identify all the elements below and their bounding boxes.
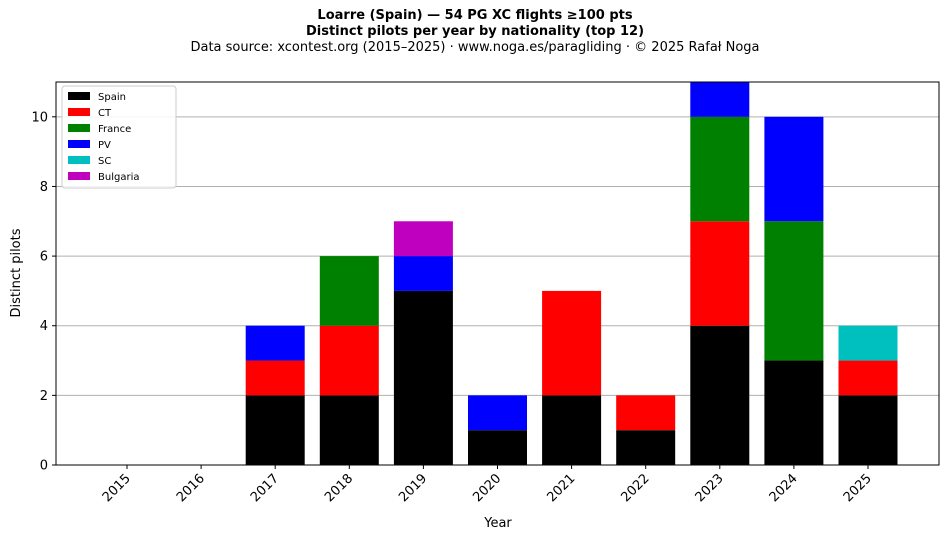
bar-segment-france-2024: [764, 221, 824, 361]
bar-segment-bulgaria-2019: [393, 221, 453, 257]
legend-label-sc: SC: [98, 156, 111, 167]
x-tick-label: 2018: [322, 471, 356, 505]
y-axis-label: Distinct pilots: [9, 228, 24, 317]
x-tick-label: 2020: [470, 471, 504, 505]
y-tick-label: 0: [40, 459, 48, 474]
data-source-note: Data source: xcontest.org (2015–2025) · …: [190, 40, 760, 55]
bar-segment-spain-2020: [468, 430, 527, 465]
bar-segment-spain-2017: [245, 395, 305, 465]
bar-segment-sc-2025: [838, 325, 898, 361]
bar-segment-pv-2023: [690, 82, 750, 117]
chart-header: Loarre (Spain) — 54 PG XC flights ≥100 p…: [0, 8, 950, 56]
bar-segment-ct-2017: [245, 360, 305, 396]
bar-segment-spain-2021: [542, 395, 602, 465]
x-tick-label: 2021: [544, 471, 578, 505]
bar-segment-france-2018: [319, 256, 379, 326]
legend-swatch-pv: [68, 140, 90, 148]
x-tick-label: 2015: [100, 471, 134, 505]
bar-segment-pv-2024: [764, 116, 824, 222]
bar-segment-ct-2021: [542, 290, 602, 396]
bar-segment-ct-2022: [616, 395, 676, 431]
legend-swatch-bulgaria: [68, 172, 90, 180]
x-tick-label: 2024: [767, 471, 801, 505]
bar-segment-ct-2018: [319, 325, 379, 396]
legend-swatch-ct: [68, 108, 90, 116]
bar-segment-pv-2017: [245, 325, 305, 361]
y-tick-label: 10: [31, 110, 48, 125]
legend-label-france: France: [98, 124, 131, 135]
chart-title: Loarre (Spain) — 54 PG XC flights ≥100 p…: [317, 8, 633, 23]
chart-subtitle: Distinct pilots per year by nationality …: [305, 24, 645, 39]
legend-label-spain: Spain: [98, 92, 126, 103]
bar-segment-ct-2025: [838, 360, 898, 396]
legend-label-ct: CT: [98, 108, 112, 119]
x-tick-label: 2025: [841, 471, 875, 505]
bar-segment-pv-2020: [468, 395, 527, 431]
x-tick-label: 2023: [693, 471, 727, 505]
legend-label-pv: PV: [98, 140, 111, 151]
y-tick-label: 2: [40, 389, 48, 404]
legend-box: [61, 85, 177, 189]
legend-swatch-france: [68, 124, 90, 132]
bar-segment-spain-2025: [838, 395, 898, 465]
x-tick-label: 2022: [619, 471, 653, 505]
x-axis-label: Year: [483, 516, 512, 531]
bars: [245, 82, 898, 465]
bar-segment-spain-2018: [319, 395, 379, 465]
legend-swatch-sc: [68, 156, 90, 164]
legend: Spain CT France PV SC Bulgaria: [61, 85, 177, 189]
x-tick-label: 2019: [396, 471, 430, 505]
y-tick-label: 6: [40, 250, 48, 265]
bar-segment-france-2023: [690, 116, 750, 222]
bar-segment-pv-2019: [393, 256, 453, 291]
bar-segment-spain-2019: [393, 290, 453, 465]
y-tick-label: 8: [40, 180, 48, 195]
bar-segment-ct-2023: [690, 221, 750, 326]
bar-segment-spain-2022: [616, 430, 676, 465]
y-tick-label: 4: [40, 319, 48, 334]
bar-segment-spain-2024: [764, 360, 824, 465]
x-tick-label: 2017: [248, 471, 282, 505]
x-tick-label: 2016: [174, 471, 208, 505]
bar-segment-spain-2023: [690, 325, 750, 465]
legend-swatch-spain: [68, 92, 90, 100]
legend-label-bulgaria: Bulgaria: [98, 172, 139, 183]
